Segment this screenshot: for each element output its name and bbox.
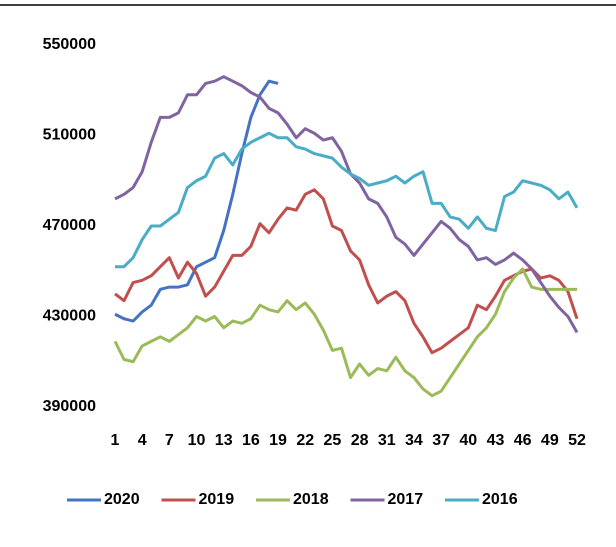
series-line [115,131,579,269]
x-tick-label: 52 [568,432,586,449]
x-tick-label: 49 [541,432,559,449]
legend-label: 2016 [482,491,518,508]
x-tick-label: 43 [487,432,505,449]
x-tick-label: 28 [351,432,369,449]
x-tick-label: 31 [378,432,396,449]
y-tick-label: 390000 [43,398,96,415]
x-tick-label: 34 [405,432,423,449]
legend-label: 2017 [388,491,424,508]
x-tick-label: 37 [432,432,450,449]
x-tick-label: 46 [514,432,532,449]
series-line [114,188,579,355]
y-tick-label: 510000 [43,127,96,144]
x-tick-label: 25 [324,432,342,449]
legend-label: 2018 [293,491,329,508]
x-tick-label: 7 [165,432,174,449]
x-tick-label: 40 [459,432,477,449]
y-tick-label: 430000 [43,308,96,325]
series-line [114,75,579,334]
series-line [113,267,577,398]
y-tick-label: 550000 [43,36,96,53]
legend-label: 2020 [104,491,140,508]
x-tick-label: 1 [111,432,120,449]
x-tick-label: 19 [269,432,287,449]
y-tick-label: 470000 [43,217,96,234]
x-tick-label: 22 [296,432,314,449]
x-tick-label: 16 [242,432,260,449]
series-line [114,79,279,323]
x-tick-label: 13 [215,432,233,449]
x-tick-label: 4 [138,432,147,449]
legend-label: 2019 [199,491,235,508]
x-tick-label: 10 [188,432,206,449]
